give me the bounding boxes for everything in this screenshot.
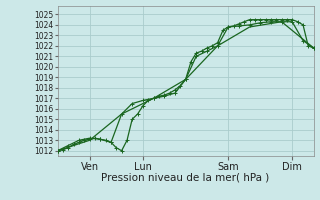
X-axis label: Pression niveau de la mer( hPa ): Pression niveau de la mer( hPa )	[101, 173, 270, 183]
